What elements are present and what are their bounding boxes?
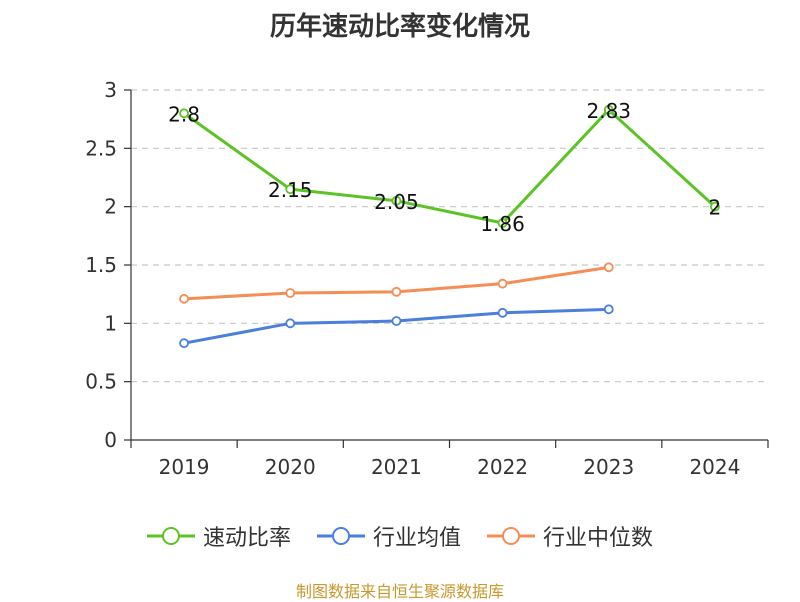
y-tick-label: 0 <box>104 428 117 452</box>
data-point <box>391 195 402 206</box>
legend-swatch-marker <box>161 527 180 545</box>
data-label: 2.15 <box>268 178 313 202</box>
legend-swatch <box>487 527 535 545</box>
data-point <box>603 104 614 115</box>
data-point <box>391 316 402 326</box>
source-note: 制图数据来自恒生聚源数据库 <box>295 582 504 601</box>
x-tick-label: 2020 <box>265 455 316 479</box>
data-point <box>391 286 402 297</box>
x-tick-label: 2023 <box>583 455 634 479</box>
data-labels: 2.8 2.15 2.05 1.86 2.83 2 <box>168 99 721 236</box>
data-point <box>285 318 296 329</box>
x-tick-label: 2019 <box>159 455 210 479</box>
data-point <box>497 307 508 318</box>
legend-item[interactable]: 速动比率 <box>146 520 291 552</box>
data-label: 1.86 <box>480 212 525 236</box>
data-label: 2.05 <box>374 190 419 214</box>
y-tick-label: 3 <box>104 78 117 102</box>
data-label: 2 <box>709 196 722 220</box>
x-tick-label: 2022 <box>477 455 528 479</box>
legend: 速动比率 行业均值 行业中位数 <box>0 520 800 552</box>
legend-swatch <box>316 527 365 545</box>
y-tick-label: 1 <box>104 311 117 335</box>
data-point <box>603 262 614 273</box>
data-point <box>497 218 508 228</box>
series-line <box>183 307 609 345</box>
y-tick-label: 2.5 <box>85 136 117 160</box>
legend-swatch-marker <box>331 527 350 545</box>
data-point <box>179 293 189 304</box>
series-line <box>183 108 716 225</box>
legend-label: 行业中位数 <box>543 526 654 551</box>
y-tick-label: 0.5 <box>85 370 117 394</box>
x-tick-label: 2024 <box>689 455 740 479</box>
legend-swatch <box>146 527 195 545</box>
x-tick-label: 2021 <box>371 455 422 479</box>
series-lines <box>179 104 720 349</box>
legend-label: 速动比率 <box>202 526 291 551</box>
data-point <box>285 184 296 195</box>
data-point <box>710 201 720 212</box>
y-tick-label: 1.5 <box>85 253 117 277</box>
data-point <box>285 288 296 298</box>
chart-title: 历年速动比率变化情况 <box>269 12 530 42</box>
legend-item[interactable]: 行业均值 <box>316 520 461 552</box>
legend-label: 行业均值 <box>372 526 461 551</box>
axes: 0 0.5 1 1.5 2 2.5 3 2019 2020 2021 2022 2023 2024 <box>85 78 769 479</box>
y-tick-label: 2 <box>104 195 117 219</box>
legend-item[interactable]: 行业中位数 <box>487 520 653 552</box>
data-point <box>179 108 189 119</box>
data-point <box>497 278 508 289</box>
grid-lines <box>131 89 768 383</box>
data-label: 2.8 <box>168 102 200 126</box>
data-point <box>603 304 614 315</box>
legend-swatch-marker <box>502 527 520 545</box>
data-point <box>179 338 189 349</box>
data-label: 2.83 <box>586 99 631 123</box>
